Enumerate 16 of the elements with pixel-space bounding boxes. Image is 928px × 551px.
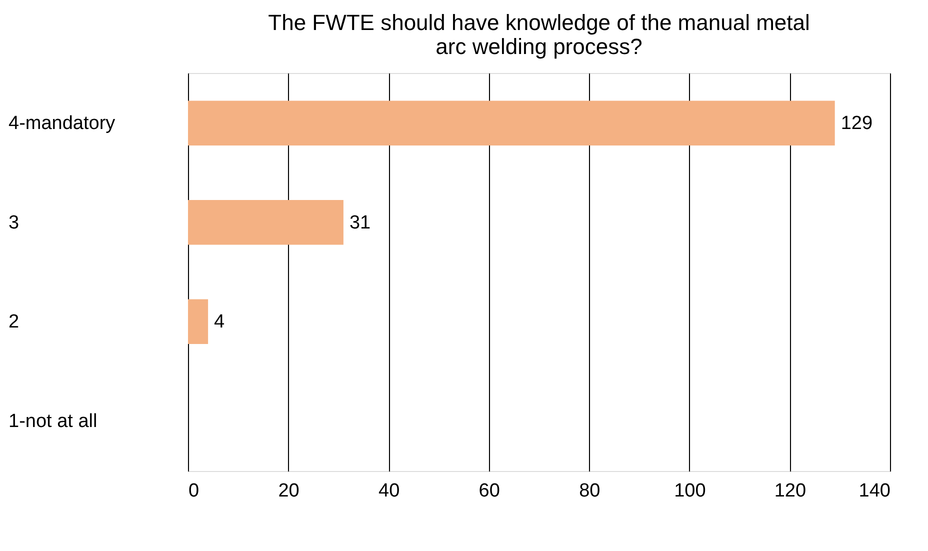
x-tick-label: 80 bbox=[579, 480, 600, 502]
x-tick-label: 100 bbox=[674, 480, 706, 502]
x-tick-label: 20 bbox=[278, 480, 300, 502]
y-tick-label: 3 bbox=[8, 212, 20, 234]
data-label: 4 bbox=[214, 312, 226, 333]
y-tick-label: 2 bbox=[8, 312, 20, 333]
x-tick-label: 140 bbox=[858, 480, 890, 502]
data-label: 31 bbox=[349, 212, 371, 234]
y-tick-label: 1-not at all bbox=[8, 410, 98, 432]
x-tick-label: 40 bbox=[378, 480, 400, 502]
x-tick-label: 60 bbox=[478, 480, 500, 502]
data-label: 129 bbox=[840, 113, 873, 134]
x-tick-label: 120 bbox=[774, 480, 806, 502]
y-tick-label: 4-mandatory bbox=[8, 113, 116, 134]
x-tick-label: 0 bbox=[188, 480, 200, 502]
chart-title: The FWTE should have knowledge of the manual metal arc welding process? bbox=[268, 10, 810, 59]
